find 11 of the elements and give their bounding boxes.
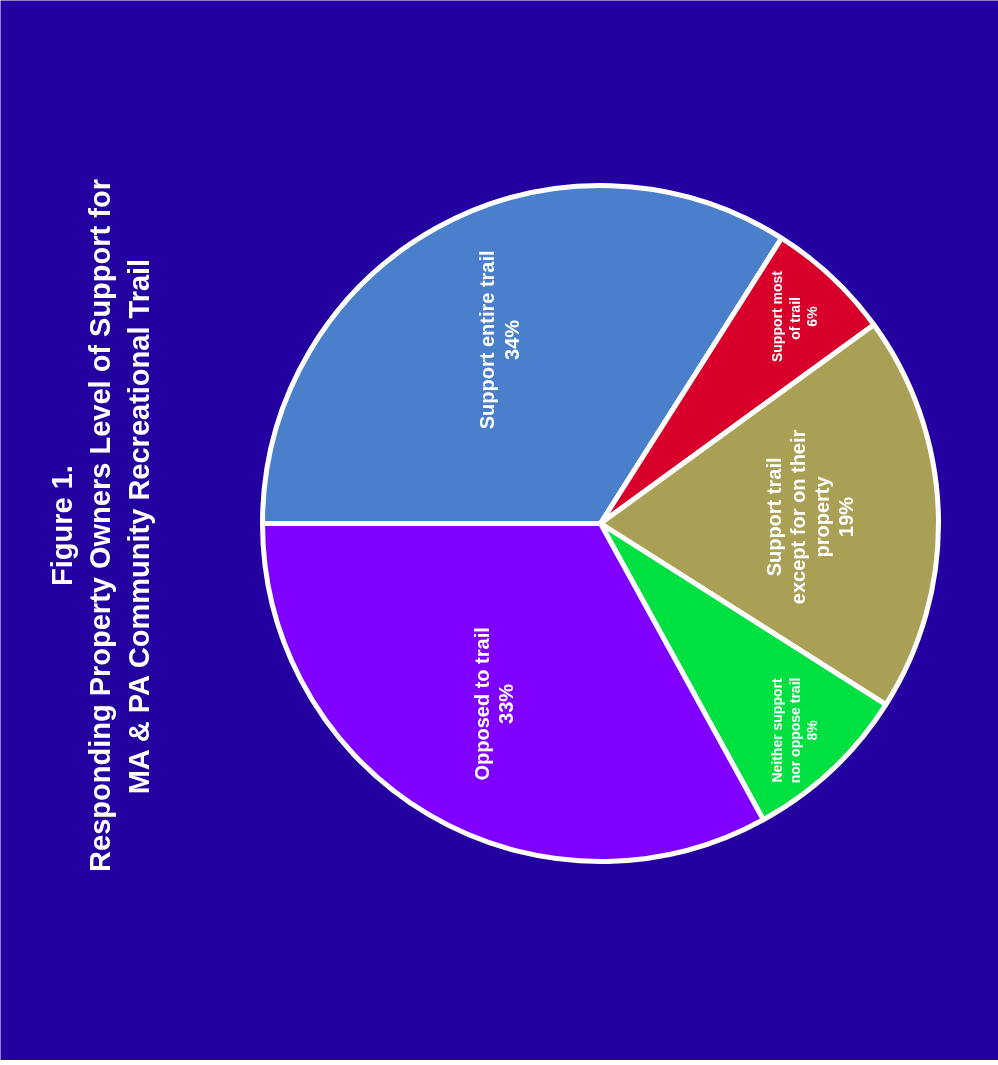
- data-label: 34%: [500, 319, 523, 360]
- text: Figure 1. Responding Property Owners Level of Support for MA & PA Community Recreational Trail: [46, 179, 155, 872]
- data-label: 33%: [494, 683, 517, 724]
- slice-label: Neither support nor oppose trail: [769, 677, 803, 784]
- slice-label: Support entire trail: [476, 250, 499, 430]
- data-label: 19%: [835, 496, 858, 537]
- data-label: 8%: [804, 719, 821, 741]
- slice-label: Opposed to trail: [470, 627, 493, 781]
- slice-label: Support trail except for on their property: [762, 429, 834, 605]
- slice-label: Support most of trail: [769, 270, 803, 363]
- data-label: 6%: [804, 305, 821, 327]
